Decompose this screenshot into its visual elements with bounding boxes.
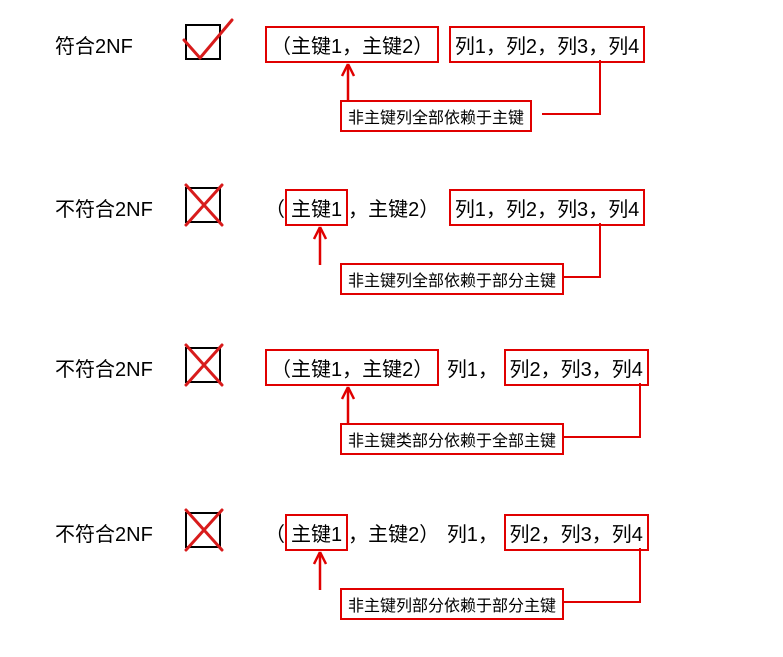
row4-cols-box: 列2，列3，列4 — [504, 514, 649, 551]
row1-key2: 主键2 — [362, 36, 413, 58]
row2-col1: 列1 — [455, 199, 486, 221]
row1-key1: 主键1 — [291, 36, 342, 58]
row2-cols-box: 列1，列2，列3，列4 — [449, 189, 646, 226]
row3-key2: 主键2 — [362, 359, 413, 381]
row3-col3: 列3 — [561, 359, 592, 381]
row4-key1: 主键1 — [291, 524, 342, 546]
row4-label: 不符合2NF — [55, 518, 153, 547]
row1-note: 非主键列全部依赖于主键 — [340, 100, 532, 132]
row4-schema: （主键1，主键2） 列1， 列2，列3，列4 — [265, 514, 649, 551]
row3-note: 非主键类部分依赖于全部主键 — [340, 423, 564, 455]
row4-col3: 列3 — [561, 524, 592, 546]
row4-col2: 列2 — [510, 524, 541, 546]
row4-note: 非主键列部分依赖于部分主键 — [340, 588, 564, 620]
row4-key2: 主键2 — [368, 524, 419, 546]
row3-cols-box: 列2，列3，列4 — [504, 349, 649, 386]
row2-checkbox — [185, 187, 221, 223]
row2-label: 不符合2NF — [55, 193, 153, 222]
row2-col2: 列2 — [506, 199, 537, 221]
row1-col4: 列4 — [608, 36, 639, 58]
row1-cols-box: 列1，列2，列3，列4 — [449, 26, 646, 63]
row1-label: 符合2NF — [55, 30, 133, 59]
row2-key1-box: 主键1 — [285, 189, 348, 226]
row2-schema: （主键1，主键2） 列1，列2，列3，列4 — [265, 189, 645, 226]
row3-label: 不符合2NF — [55, 353, 153, 382]
row3-checkbox — [185, 347, 221, 383]
row4-col4: 列4 — [612, 524, 643, 546]
row1-col2: 列2 — [506, 36, 537, 58]
row1-col3: 列3 — [557, 36, 588, 58]
row2-key1: 主键1 — [291, 199, 342, 221]
row1-keys-box: （主键1，主键2） — [265, 26, 439, 63]
row2-key2: 主键2 — [368, 199, 419, 221]
row2-paren-open: （ — [265, 199, 285, 221]
row3-key1: 主键1 — [291, 359, 342, 381]
row3-col4: 列4 — [612, 359, 643, 381]
row1-checkbox — [185, 24, 221, 60]
row3-col2: 列2 — [510, 359, 541, 381]
row2-note: 非主键列全部依赖于部分主键 — [340, 263, 564, 295]
row1-schema: （主键1，主键2） 列1，列2，列3，列4 — [265, 26, 645, 63]
row2-col4: 列4 — [608, 199, 639, 221]
row1-col1: 列1 — [455, 36, 486, 58]
row4-col1: 列1 — [447, 524, 478, 546]
row4-checkbox — [185, 512, 221, 548]
row4-key1-box: 主键1 — [285, 514, 348, 551]
row2-col3: 列3 — [557, 199, 588, 221]
row3-col1: 列1 — [447, 359, 478, 381]
row3-keys-box: （主键1，主键2） — [265, 349, 439, 386]
row3-schema: （主键1，主键2） 列1， 列2，列3，列4 — [265, 349, 649, 386]
